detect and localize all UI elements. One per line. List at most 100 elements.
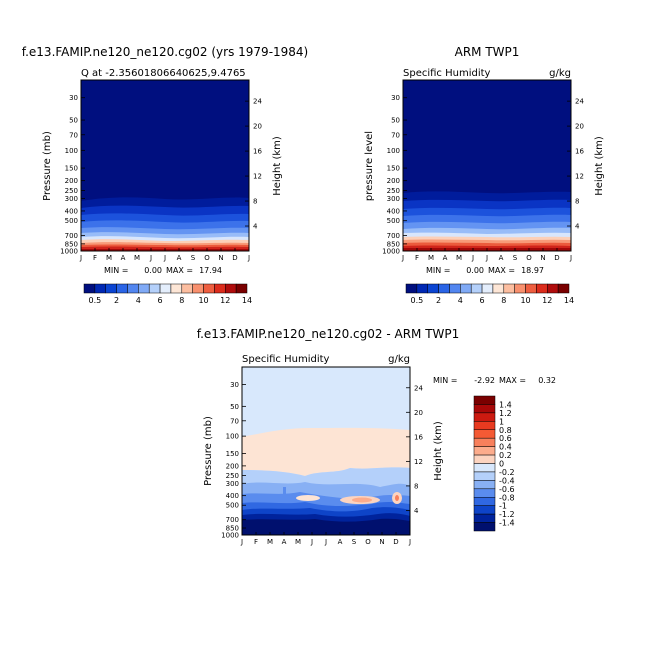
y-right-tick-label: 16 bbox=[414, 433, 423, 441]
colorbar-swatch bbox=[473, 454, 496, 464]
contour-field bbox=[81, 80, 249, 251]
panel-title: f.e13.FAMIP.ne120_ne120.cg02 (yrs 1979-1… bbox=[22, 45, 309, 59]
x-tick-label: F bbox=[415, 254, 419, 262]
x-tick-label: D bbox=[232, 254, 237, 262]
colorbar-swatch bbox=[473, 505, 496, 515]
x-tick-label: M bbox=[428, 254, 434, 262]
min-max-stats: MIN = 0.00 MAX = 18.97 bbox=[426, 266, 544, 275]
x-tick-label: F bbox=[93, 254, 97, 262]
colorbar-swatch bbox=[473, 513, 496, 523]
colorbar-swatch bbox=[473, 446, 496, 456]
x-tick-label: N bbox=[540, 254, 545, 262]
y-tick-label: 1000 bbox=[60, 248, 78, 256]
x-tick-label: J bbox=[401, 254, 404, 262]
colorbar: 0.5 2 4 6 8 10 12 14 bbox=[405, 283, 574, 305]
y-tick-label: 400 bbox=[65, 207, 78, 215]
colorbar-label: 0.6 bbox=[499, 434, 512, 443]
colorbar-label: -0.4 bbox=[499, 476, 515, 485]
colorbar-swatch bbox=[214, 283, 226, 294]
y-axis-right-label: Height (km) bbox=[594, 136, 605, 196]
colorbar-label: -1.2 bbox=[499, 510, 515, 519]
y-right-tick-label: 16 bbox=[253, 148, 262, 156]
y-tick-label: 70 bbox=[391, 131, 400, 139]
positive-anomaly-blob bbox=[296, 495, 320, 501]
x-tick-label: M bbox=[267, 538, 273, 546]
x-tick-label: M bbox=[295, 538, 301, 546]
colorbar-swatch bbox=[514, 283, 526, 294]
colorbar-swatch bbox=[473, 471, 496, 481]
panel-title: ARM TWP1 bbox=[455, 45, 520, 59]
y-tick-label: 300 bbox=[226, 480, 239, 488]
colorbar-swatch bbox=[138, 283, 150, 294]
y-tick-label: 100 bbox=[65, 147, 78, 155]
y-right-tick-label: 24 bbox=[414, 384, 423, 392]
y-tick-label: 50 bbox=[391, 117, 400, 125]
colorbar-swatch bbox=[427, 283, 439, 294]
colorbar-label: 14 bbox=[242, 296, 252, 305]
colorbar-swatch bbox=[148, 283, 161, 294]
colorbar-swatch bbox=[181, 283, 193, 294]
y-tick-label: 200 bbox=[226, 462, 239, 470]
y-tick-label: 400 bbox=[387, 207, 400, 215]
colorbar-swatch bbox=[94, 283, 106, 294]
colorbar-swatch bbox=[473, 522, 496, 532]
x-tick-label: M bbox=[106, 254, 112, 262]
y-tick-label: 250 bbox=[65, 187, 78, 195]
y-tick-label: 30 bbox=[391, 94, 400, 102]
y-tick-label: 50 bbox=[230, 403, 239, 411]
y-right-tick-label: 20 bbox=[575, 123, 584, 131]
y-tick-label: 200 bbox=[387, 177, 400, 185]
colorbar-swatch bbox=[127, 283, 139, 294]
y-tick-label: 500 bbox=[65, 217, 78, 225]
colorbar-swatch bbox=[235, 283, 248, 294]
x-tick-label: J bbox=[569, 254, 572, 262]
negative-anomaly-streak bbox=[283, 487, 286, 495]
colorbar-swatch bbox=[460, 283, 472, 294]
y-tick-label: 300 bbox=[65, 195, 78, 203]
x-tick-label: J bbox=[79, 254, 82, 262]
x-tick-label: A bbox=[121, 254, 126, 262]
colorbar-swatch bbox=[449, 283, 461, 294]
colorbar-label: 12 bbox=[542, 296, 552, 305]
panel-subtitle-left: Q at -2.35601806640625,9.4765 bbox=[81, 68, 246, 79]
y-tick-label: 500 bbox=[226, 502, 239, 510]
x-tick-label: S bbox=[191, 254, 196, 262]
min-value: -2.92 bbox=[474, 376, 495, 385]
min-label: MIN = bbox=[426, 266, 451, 275]
colorbar-swatch bbox=[525, 283, 537, 294]
x-tick-label: D bbox=[393, 538, 398, 546]
colorbar-label: 8 bbox=[179, 296, 184, 305]
max-label: MAX = bbox=[166, 266, 193, 275]
colorbar-label: 0.2 bbox=[499, 451, 512, 460]
x-tick-label: J bbox=[247, 254, 250, 262]
x-tick-label: J bbox=[408, 538, 411, 546]
colorbar-label: 0.8 bbox=[499, 426, 512, 435]
colorbar-swatch bbox=[473, 429, 496, 439]
x-tick-label: A bbox=[443, 254, 448, 262]
y-right-tick-label: 8 bbox=[575, 198, 579, 206]
colorbar-swatch bbox=[116, 283, 128, 294]
contour-field bbox=[403, 80, 571, 251]
colorbar-swatch bbox=[470, 283, 483, 294]
colorbar-swatch bbox=[473, 404, 496, 414]
colorbar-label: 6 bbox=[480, 296, 485, 305]
max-value: 17.94 bbox=[199, 266, 222, 275]
colorbar-swatch bbox=[473, 480, 496, 490]
y-right-tick-label: 8 bbox=[253, 198, 257, 206]
y-right-tick-label: 20 bbox=[253, 123, 262, 131]
colorbar-swatch bbox=[481, 283, 494, 294]
y-tick-label: 700 bbox=[65, 232, 78, 240]
y-tick-label: 200 bbox=[65, 177, 78, 185]
y-tick-label: 30 bbox=[69, 94, 78, 102]
min-value: 0.00 bbox=[144, 266, 162, 275]
colorbar-swatch bbox=[503, 283, 515, 294]
y-right-tick-label: 12 bbox=[575, 173, 584, 181]
x-tick-label: A bbox=[338, 538, 343, 546]
colorbar-swatch bbox=[536, 283, 548, 294]
y-tick-label: 850 bbox=[387, 240, 400, 248]
y-right-tick-label: 8 bbox=[414, 482, 418, 490]
x-tick-label: N bbox=[218, 254, 223, 262]
colorbar-swatch bbox=[547, 283, 559, 294]
min-max-stats: MIN = -2.92 MAX = 0.32 bbox=[433, 376, 556, 385]
colorbar-swatch bbox=[405, 283, 418, 294]
